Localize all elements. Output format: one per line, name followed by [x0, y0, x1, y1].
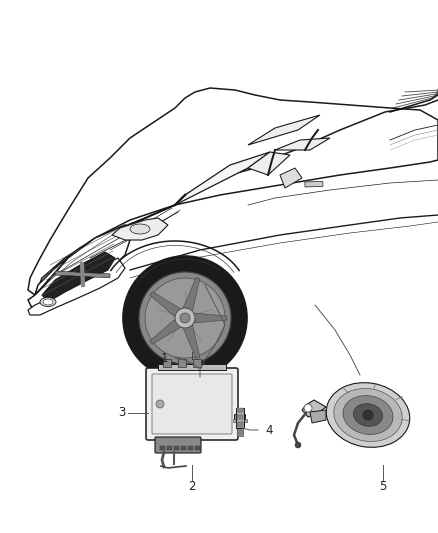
Circle shape [180, 313, 190, 323]
Polygon shape [28, 225, 130, 308]
Ellipse shape [326, 383, 410, 447]
Text: 4: 4 [265, 424, 272, 437]
Bar [55, 271, 110, 278]
Circle shape [123, 256, 247, 380]
Bar [237, 408, 243, 412]
Ellipse shape [353, 403, 383, 426]
FancyBboxPatch shape [152, 374, 232, 434]
Bar [160, 446, 165, 450]
Circle shape [145, 278, 225, 358]
Bar [233, 419, 247, 422]
Bar [181, 446, 186, 450]
Polygon shape [28, 258, 125, 315]
Bar [236, 408, 244, 428]
Ellipse shape [40, 297, 56, 306]
Ellipse shape [43, 299, 53, 305]
Text: 5: 5 [379, 481, 387, 494]
Polygon shape [112, 218, 168, 240]
Polygon shape [248, 115, 320, 145]
Polygon shape [302, 400, 326, 417]
Bar [237, 420, 243, 436]
Polygon shape [248, 152, 290, 175]
Circle shape [295, 442, 301, 448]
Polygon shape [280, 168, 302, 188]
Polygon shape [28, 88, 438, 295]
Ellipse shape [130, 224, 150, 234]
Polygon shape [183, 324, 200, 359]
Bar [305, 181, 323, 187]
Polygon shape [42, 252, 115, 302]
Polygon shape [183, 278, 200, 312]
Bar [237, 422, 243, 426]
Bar [174, 446, 179, 450]
Text: 3: 3 [119, 407, 126, 419]
Polygon shape [175, 152, 270, 205]
Polygon shape [150, 319, 181, 344]
Bar [188, 446, 193, 450]
Text: 1: 1 [160, 351, 168, 365]
Ellipse shape [334, 389, 402, 441]
Polygon shape [150, 292, 181, 317]
Bar [158, 364, 226, 370]
Ellipse shape [343, 395, 393, 434]
FancyBboxPatch shape [146, 368, 238, 440]
Bar [163, 359, 171, 367]
FancyBboxPatch shape [155, 437, 201, 453]
Bar [178, 359, 186, 367]
Polygon shape [35, 195, 185, 295]
Bar [237, 415, 243, 419]
Circle shape [175, 308, 195, 328]
Circle shape [156, 400, 164, 408]
Bar [195, 446, 200, 450]
Polygon shape [310, 410, 326, 423]
Polygon shape [193, 313, 227, 323]
Circle shape [304, 404, 312, 412]
Text: 2: 2 [188, 481, 196, 494]
Bar [167, 446, 172, 450]
Circle shape [139, 272, 231, 364]
Circle shape [363, 410, 373, 420]
FancyBboxPatch shape [234, 415, 246, 421]
Polygon shape [275, 138, 330, 150]
Bar [193, 359, 201, 367]
